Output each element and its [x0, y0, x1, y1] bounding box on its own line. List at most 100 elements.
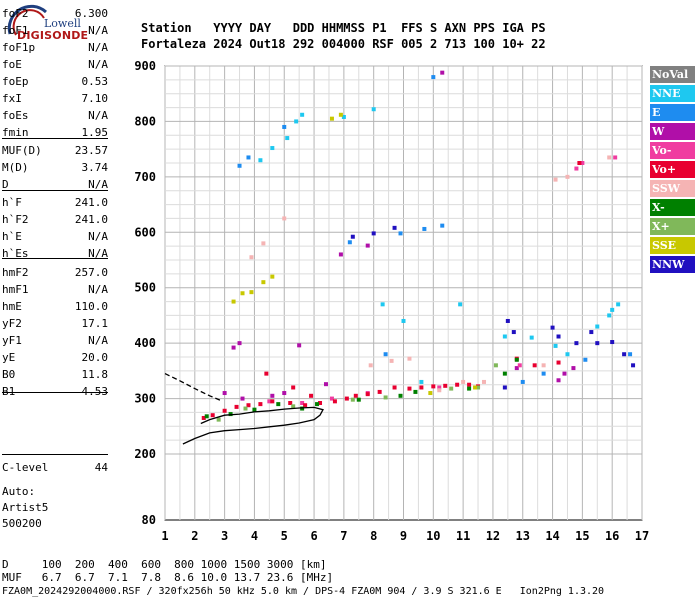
echo-point [595, 341, 600, 346]
echo-point [318, 401, 323, 406]
echo-point [437, 385, 442, 390]
scaled-row: hmF2 257.0 [2, 266, 108, 280]
echo-point [473, 385, 478, 390]
scaled-label: hmF1 [2, 283, 29, 296]
echo-point [210, 413, 215, 418]
scaled-label: yE [2, 351, 16, 364]
echo-point [329, 396, 334, 401]
scaled-value: 3.74 [81, 161, 109, 174]
echo-point [258, 158, 263, 163]
scaled-row: h`F2 241.0 [2, 213, 108, 227]
scaled-label: h`E [2, 230, 22, 243]
echo-point [541, 371, 546, 376]
echo-point [380, 302, 385, 307]
echo-point [389, 358, 394, 363]
legend-item: SSE [650, 237, 695, 254]
scaled-value: 11.8 [81, 368, 109, 381]
echo-point [610, 340, 615, 345]
scaled-label: fxI [2, 92, 22, 105]
legend-item: X+ [650, 218, 695, 235]
scaled-label: C-level [2, 461, 49, 474]
x-tick-label: 17 [635, 529, 649, 543]
scaled-row: MUF(D) 23.57 [2, 144, 108, 158]
footer-text: FZA0M_2024292004000.RSF / 320fx256h 50 k… [2, 586, 605, 597]
legend-item: X- [650, 199, 695, 216]
echo-point [371, 107, 376, 112]
echo-point [556, 378, 561, 383]
autoscale-text: 500200 [2, 517, 42, 530]
echo-point [589, 330, 594, 335]
echo-point [440, 70, 445, 75]
scaled-row: fmin 1.95 [2, 126, 108, 140]
echo-point [401, 318, 406, 323]
scaled-row: B0 11.8 [2, 368, 108, 382]
echo-point [383, 395, 388, 400]
x-tick-label: 13 [516, 529, 530, 543]
profile-trace [182, 406, 324, 445]
echo-point [550, 325, 555, 330]
echo-point [580, 161, 585, 165]
echo-point [413, 389, 418, 394]
x-tick-label: 8 [370, 529, 377, 543]
echo-point [574, 341, 579, 346]
echo-point [252, 407, 257, 412]
echo-point [392, 385, 397, 390]
echo-point [577, 161, 582, 165]
echo-point [249, 290, 254, 295]
x-tick-label: 6 [310, 529, 317, 543]
echo-point [556, 334, 561, 339]
echo-point [282, 216, 287, 221]
scaled-value: 1.95 [81, 126, 109, 139]
echo-point [332, 399, 337, 404]
scaled-row: foEs N/A [2, 109, 108, 123]
scaled-value: 17.1 [81, 317, 109, 330]
scaled-label: foEs [2, 109, 29, 122]
scaled-label: D [2, 178, 9, 191]
echo-point [338, 252, 343, 257]
autoscale-text: Artist5 [2, 501, 49, 514]
scaled-row: h`Es N/A [2, 247, 108, 261]
echo-point [437, 388, 442, 393]
scaled-row: foE N/A [2, 58, 108, 72]
x-tick-label: 2 [191, 529, 198, 543]
scaled-value: 20.0 [81, 351, 109, 364]
echo-point [529, 335, 534, 340]
echo-point [431, 384, 436, 389]
scaled-label: foF1 [2, 24, 29, 37]
panel-divider [2, 138, 108, 139]
echo-point [511, 330, 516, 335]
echo-point [282, 124, 287, 129]
echo-point [502, 334, 507, 339]
x-tick-label: 11 [456, 529, 470, 543]
scaled-label: yF2 [2, 317, 22, 330]
scaled-value: 241.0 [74, 213, 108, 226]
scaled-label: hmF2 [2, 266, 29, 279]
echo-point [455, 382, 460, 387]
echo-point [329, 116, 334, 121]
scaled-row: hmF1 N/A [2, 283, 108, 297]
echo-point [419, 379, 424, 384]
echo-point [264, 371, 269, 376]
scaled-row: yE 20.0 [2, 351, 108, 365]
scaled-value: N/A [88, 334, 108, 347]
legend-item: SSW [650, 180, 695, 197]
echo-point [622, 352, 627, 357]
echo-point [377, 389, 382, 394]
echo-point [297, 343, 302, 348]
x-tick-label: 4 [251, 529, 258, 543]
scaled-row: yF2 17.1 [2, 317, 108, 331]
echo-point [303, 403, 308, 408]
echo-point [270, 399, 275, 404]
x-tick-label: 14 [545, 529, 559, 543]
scaled-value: N/A [88, 230, 108, 243]
y-tick-label: 200 [134, 447, 156, 461]
echo-point [288, 401, 293, 406]
scaled-row: fxI 7.10 [2, 92, 108, 106]
echo-point [261, 241, 266, 246]
echo-point [613, 155, 618, 160]
distance-row: D 100 200 400 600 800 1000 1500 3000 [km… [2, 558, 327, 571]
echo-point [240, 291, 245, 296]
scaled-value: 23.57 [74, 144, 108, 157]
scaled-label: M(D) [2, 161, 29, 174]
y-tick-label: 300 [134, 392, 156, 406]
